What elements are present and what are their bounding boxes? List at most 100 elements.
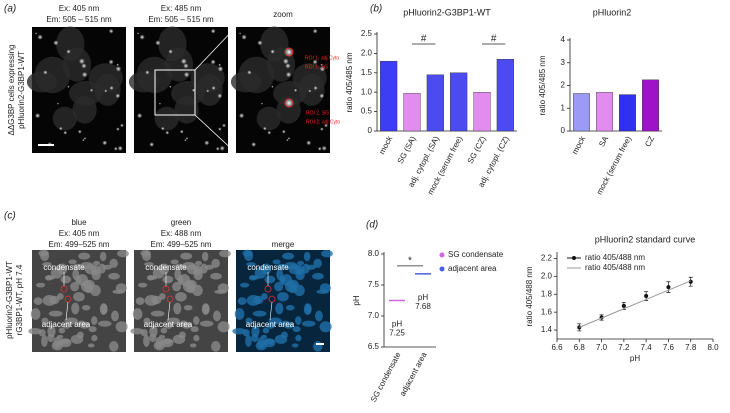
condensate-blob — [60, 275, 72, 284]
condensate-blob — [274, 281, 284, 292]
condensate-blob — [257, 337, 265, 349]
cell — [94, 73, 121, 106]
annotations: condensate condensate condensate adjacen… — [42, 263, 295, 329]
granule — [215, 146, 220, 151]
granule — [149, 142, 155, 147]
x-tick-label: mock — [377, 134, 394, 156]
x-tick-label: 7.2 — [618, 343, 630, 352]
condensate-blob — [144, 262, 154, 267]
cell — [256, 106, 281, 131]
condensate-blob — [71, 302, 80, 315]
condensate-blob — [245, 335, 252, 347]
condensate-blob — [172, 281, 182, 292]
roi — [284, 47, 294, 57]
condensate-blob — [294, 284, 305, 297]
granule — [158, 102, 161, 105]
granule — [271, 85, 274, 88]
granule — [155, 40, 161, 46]
legend-label: ratio 405/488 nm — [585, 253, 645, 262]
condensate-blob — [295, 265, 305, 276]
granule — [287, 137, 291, 140]
condensate-blob — [272, 259, 281, 265]
granule — [179, 129, 184, 134]
granule — [89, 88, 94, 92]
significance-mark: # — [491, 34, 497, 45]
condensate-blob — [42, 262, 52, 267]
granule — [168, 49, 173, 54]
image-header: blue — [71, 218, 87, 227]
condensate-blob — [245, 317, 253, 325]
annotation: condensate — [43, 263, 85, 272]
condensate-blob — [260, 334, 268, 340]
cell — [158, 26, 187, 62]
condensate-blob — [58, 327, 66, 334]
granule — [66, 49, 71, 54]
condensate-blob — [170, 259, 179, 265]
granule — [320, 63, 323, 67]
granule — [165, 130, 170, 135]
image-header: Em: 505 – 515 nm — [46, 15, 112, 24]
granule — [59, 126, 63, 131]
cell — [72, 96, 97, 124]
granule — [286, 138, 289, 142]
condensate-blob — [160, 327, 168, 334]
condensate-blob — [36, 282, 46, 288]
granule — [218, 63, 221, 67]
x-tick-label: SG condensate — [369, 350, 403, 403]
granule — [206, 89, 210, 93]
y-tick-label: 2.0 — [361, 49, 373, 58]
x-tick-label: SG (CZ) — [466, 134, 488, 165]
condensate-blob — [210, 272, 222, 280]
panel-label: (d) — [366, 220, 378, 231]
condensate-blob — [261, 263, 272, 275]
condensate-blob — [264, 275, 276, 284]
condensate-blob — [150, 310, 165, 317]
condensate-blob — [143, 317, 151, 325]
condensate-blob — [138, 282, 148, 288]
micrographs — [26, 26, 330, 153]
condensate-blob — [91, 265, 101, 276]
bar — [619, 94, 636, 132]
condensate-blob — [262, 327, 270, 334]
cell — [298, 73, 325, 106]
condensate-blob — [41, 335, 48, 347]
condensate-blob — [115, 283, 127, 293]
bar — [403, 93, 421, 132]
condensate-blob — [160, 338, 173, 344]
granule — [109, 86, 114, 91]
condensate-blob — [135, 297, 145, 305]
bar — [380, 60, 398, 132]
condensate-blob — [193, 265, 203, 276]
y-tick-label: 1.8 — [541, 289, 553, 298]
condensate-blob — [217, 283, 229, 293]
condensate-blob — [192, 284, 203, 297]
condensate-blob — [78, 252, 91, 260]
condensate-blob — [100, 303, 108, 315]
condensate-blob — [213, 310, 221, 322]
granule — [285, 63, 291, 69]
granule — [102, 140, 108, 146]
granule — [324, 123, 328, 128]
x-tick-label: SG (SA) — [396, 134, 418, 165]
panel-label: (b) — [370, 4, 382, 15]
y-tick-label: 6.5 — [368, 342, 380, 351]
image-header: merge — [272, 240, 295, 249]
condensate-blob — [242, 329, 250, 337]
granule — [321, 145, 327, 151]
legend-label: adjacent area — [448, 264, 497, 273]
significance-mark: # — [421, 34, 427, 45]
y-tick-label: 0 — [368, 126, 373, 135]
condensate-blob — [68, 259, 77, 265]
condensate-blob — [158, 334, 166, 340]
granule — [161, 126, 165, 131]
granule — [139, 34, 145, 40]
condensate-blob — [48, 310, 63, 317]
condensate-blob — [244, 251, 254, 262]
granule — [281, 129, 286, 134]
condensate-blob — [109, 258, 118, 268]
cell — [34, 56, 71, 94]
granule — [115, 93, 121, 99]
condensate-blob — [162, 275, 174, 284]
granule — [82, 138, 85, 142]
